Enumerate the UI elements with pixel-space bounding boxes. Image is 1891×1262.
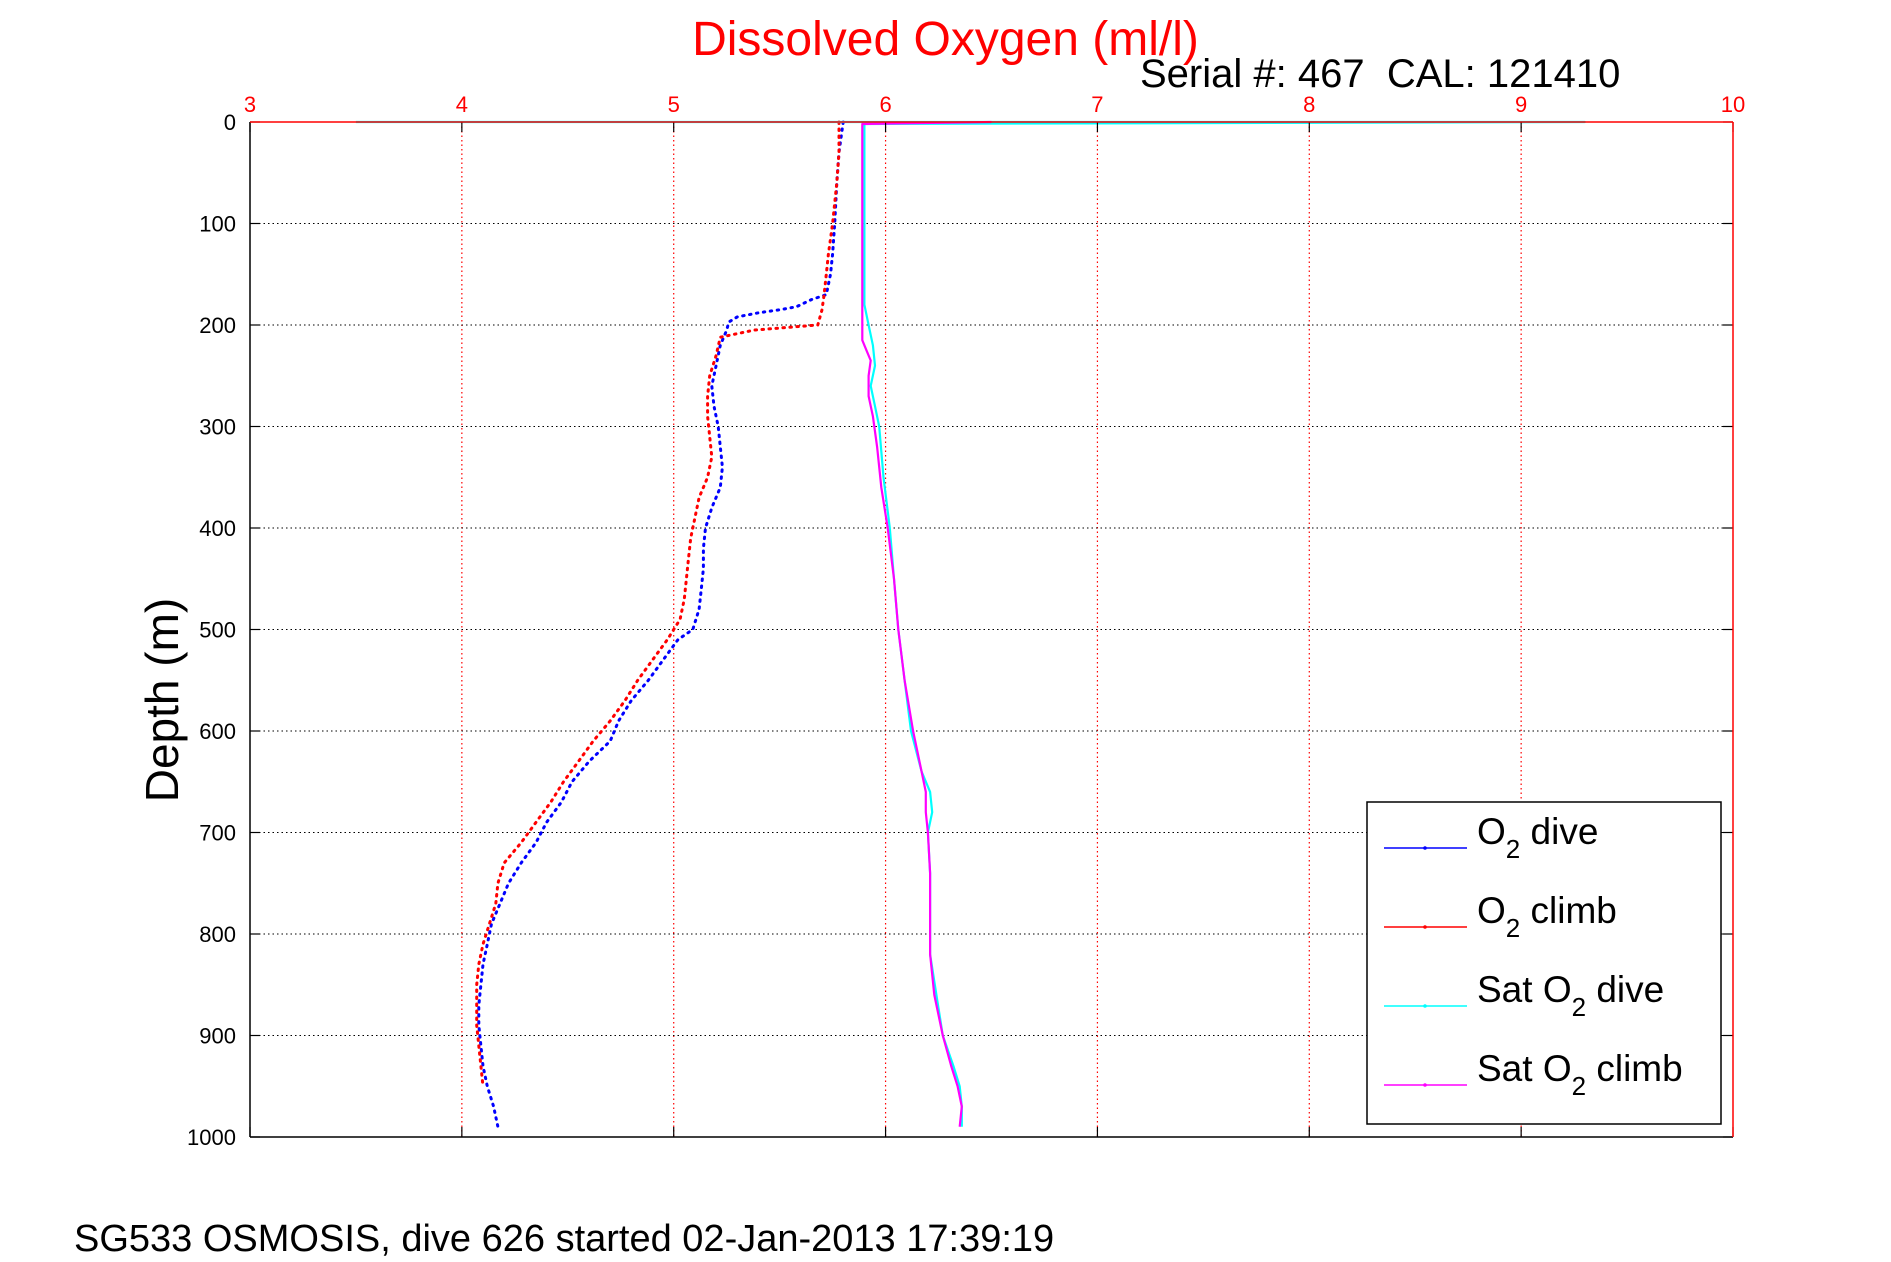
y-tick-label: 100 [199, 212, 236, 237]
x-tick-label: 7 [1091, 92, 1103, 117]
y-tick-label: 700 [199, 821, 236, 846]
y-tick-label: 400 [199, 516, 236, 541]
series-layer [355, 120, 1586, 1129]
series-line-1 [477, 120, 845, 1129]
legend: O2 dive O2 climb Sat O2 dive Sat O2 climb [1366, 801, 1722, 1125]
y-tick-label: 200 [199, 313, 236, 338]
y-tick-label: 500 [199, 618, 236, 643]
legend-label: O2 climb [1477, 890, 1617, 943]
y-tick-label: 600 [199, 719, 236, 744]
x-tick-label: 9 [1515, 92, 1527, 117]
chart-title: Dissolved Oxygen (ml/l) [692, 13, 1199, 66]
serial-cal-label: Serial #: 467 CAL: 121410 [1140, 52, 1621, 96]
x-tick-label: 5 [668, 92, 680, 117]
legend-label: Sat O2 dive [1477, 969, 1664, 1022]
legend-marker [1423, 1083, 1427, 1087]
x-tick-label: 8 [1303, 92, 1315, 117]
y-tick-label: 900 [199, 1024, 236, 1049]
dive-caption: SG533 OSMOSIS, dive 626 started 02-Jan-2… [74, 1218, 1055, 1260]
y-tick-label: 300 [199, 415, 236, 440]
y-tick-label: 800 [199, 922, 236, 947]
x-tick-label: 3 [244, 92, 256, 117]
legend-marker [1423, 925, 1427, 929]
legend-label: O2 dive [1477, 811, 1598, 864]
series-line-4 [861, 120, 992, 1127]
axes-layer: 3 4 5 6 7 8 9 100100200300400500600700800900100… [187, 92, 1745, 1150]
series-line-2 [475, 120, 841, 1088]
legend-marker [1423, 846, 1427, 850]
y-tick-label: 0 [224, 110, 236, 135]
x-tick-label: 4 [456, 92, 468, 117]
y-tick-label: 1000 [187, 1125, 236, 1150]
legend-label: Sat O2 climb [1477, 1048, 1683, 1101]
x-tick-label: 6 [879, 92, 891, 117]
legend-box [1366, 801, 1722, 1125]
legend-marker [1423, 1004, 1427, 1008]
x-tick-label: 10 [1721, 92, 1745, 117]
